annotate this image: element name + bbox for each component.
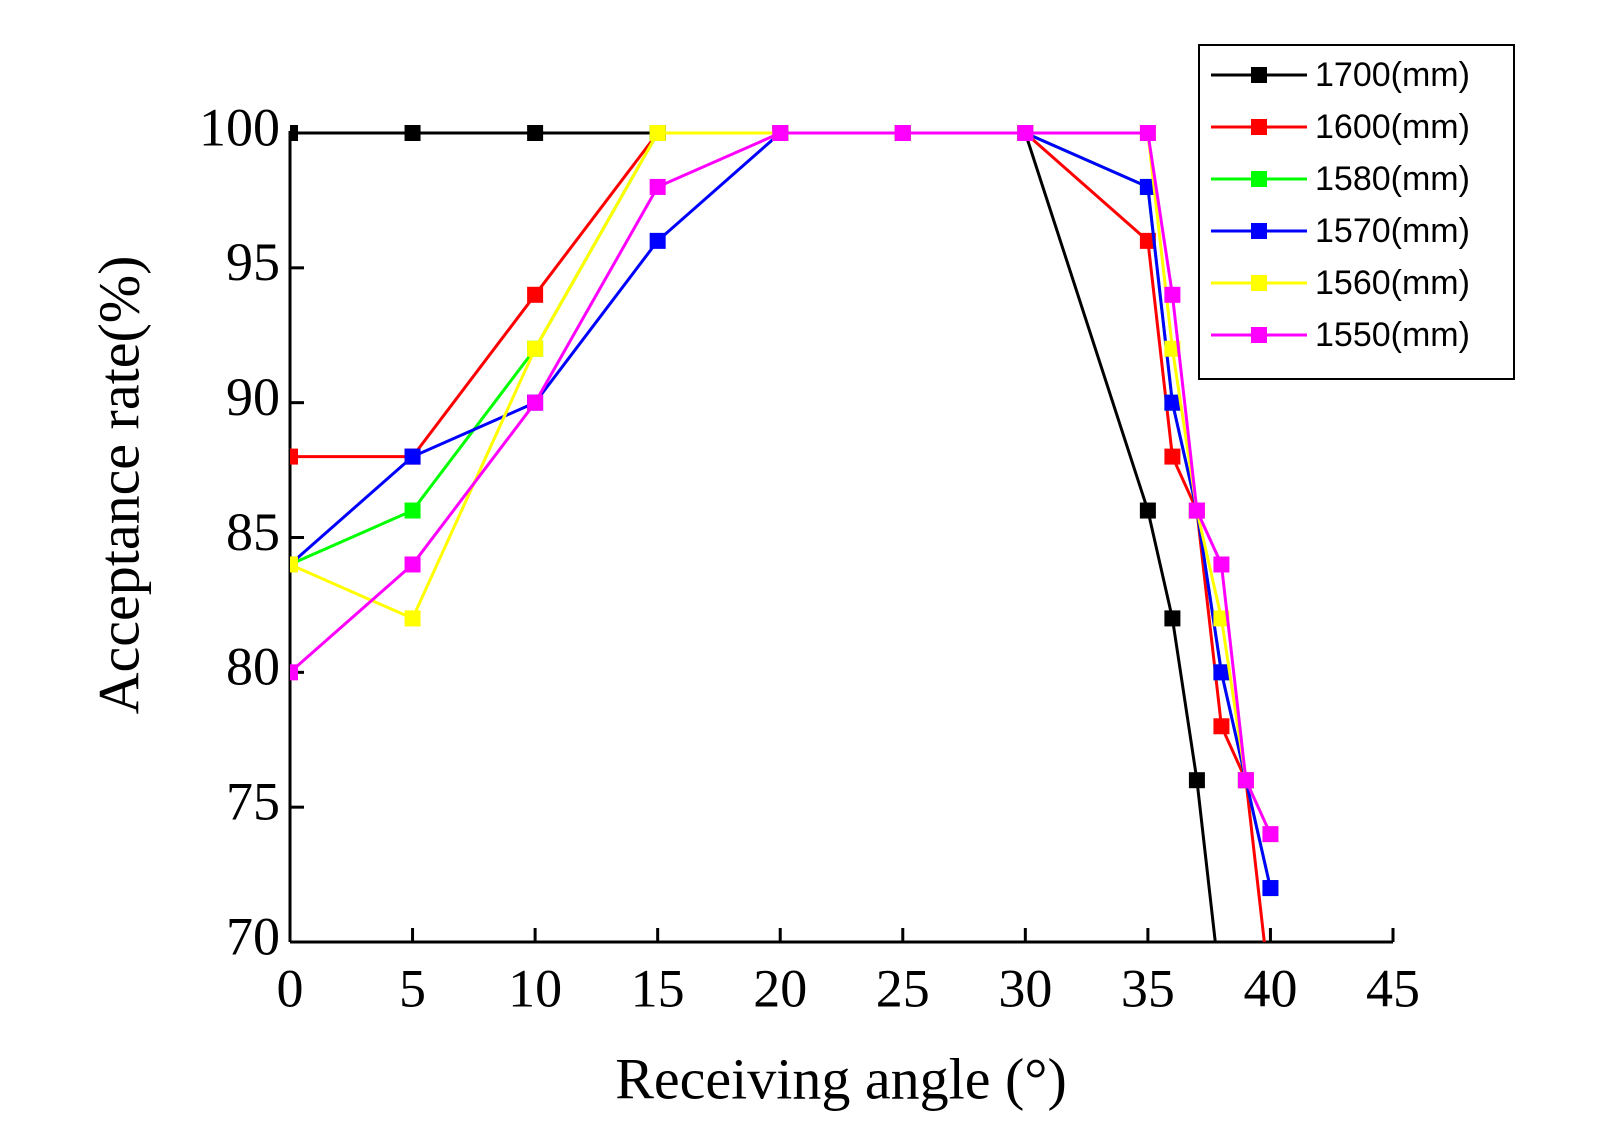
marker [1213, 664, 1230, 681]
x-tick-label: 40 [1243, 958, 1297, 1018]
y-tick-label: 90 [226, 367, 280, 427]
y-tick-label: 95 [226, 232, 280, 292]
marker [1139, 232, 1156, 249]
marker [1262, 826, 1279, 843]
marker [290, 664, 298, 681]
legend-marker [1251, 223, 1267, 239]
x-tick-label: 15 [631, 958, 685, 1018]
series-line [290, 131, 1217, 942]
x-tick-label: 5 [399, 958, 426, 1018]
marker [1017, 125, 1034, 141]
marker [1164, 448, 1181, 465]
legend-label: 1570(mm) [1315, 212, 1470, 250]
series-line [290, 131, 1272, 835]
x-tick-label: 45 [1366, 958, 1420, 1018]
legend-marker [1251, 171, 1267, 187]
y-tick-label: 85 [226, 502, 280, 562]
legend-label: 1600(mm) [1315, 108, 1470, 146]
y-axis-label: Acceptance rate(%) [86, 256, 151, 715]
x-tick-label: 0 [277, 958, 304, 1018]
marker [1139, 125, 1156, 141]
legend-marker [1251, 119, 1267, 135]
x-tick-label: 10 [508, 958, 562, 1018]
legend-marker [1251, 327, 1267, 343]
marker [1262, 880, 1279, 897]
marker [1237, 772, 1254, 789]
marker [290, 556, 298, 573]
marker [1164, 394, 1181, 411]
marker [1139, 502, 1156, 519]
y-tick-label: 70 [226, 906, 280, 966]
legend-marker [1251, 275, 1267, 291]
series-line [290, 131, 1272, 835]
x-tick-label: 30 [998, 958, 1052, 1018]
plot-area [290, 125, 1279, 1004]
legend-label: 1700(mm) [1315, 56, 1470, 94]
marker [404, 610, 421, 627]
legend-label: 1560(mm) [1315, 264, 1470, 302]
y-tick-label: 80 [226, 637, 280, 697]
marker [1164, 286, 1181, 303]
marker [1188, 502, 1205, 519]
marker [1188, 772, 1205, 789]
marker [1213, 988, 1229, 1004]
marker [1213, 610, 1230, 627]
marker [649, 232, 666, 249]
x-tick-label: 20 [753, 958, 807, 1018]
marker [649, 178, 666, 195]
marker [1164, 340, 1181, 357]
x-tick-label: 35 [1121, 958, 1175, 1018]
marker [290, 448, 298, 465]
series-line [290, 131, 1272, 889]
x-axis-label: Receiving angle (°) [615, 1046, 1067, 1111]
marker [527, 286, 544, 303]
marker [527, 394, 544, 411]
marker [404, 502, 421, 519]
marker [290, 125, 298, 141]
marker [649, 125, 666, 141]
legend-label: 1580(mm) [1315, 160, 1470, 198]
marker [1164, 610, 1181, 627]
x-tick-label: 25 [876, 958, 930, 1018]
marker [527, 125, 544, 141]
marker [404, 125, 421, 141]
marker [1213, 718, 1230, 735]
marker [772, 125, 789, 141]
marker [1213, 556, 1230, 573]
marker [404, 556, 421, 573]
y-tick-label: 75 [226, 772, 280, 832]
marker [527, 340, 544, 357]
marker [894, 125, 911, 141]
series-line [290, 131, 1272, 889]
legend-marker [1251, 67, 1267, 83]
legend-label: 1550(mm) [1315, 316, 1470, 354]
marker [1139, 178, 1156, 195]
marker [404, 448, 421, 465]
legend-box [1198, 44, 1515, 380]
y-tick-label: 100 [199, 97, 280, 157]
